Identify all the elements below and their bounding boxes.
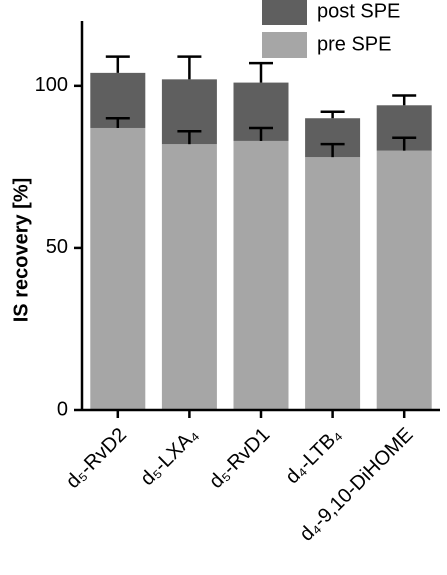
y-tick-label: 100 [35,74,68,96]
x-tick-label: d₅-RvD2 [62,424,131,493]
x-tick-label: d₄-LTB₄ [281,424,346,489]
bar-segment [376,150,432,410]
error-bar [105,55,130,73]
legend-label: post SPE [317,0,400,22]
legend-swatch [262,32,307,58]
legend-label: pre SPE [317,33,391,55]
error-bar [392,136,417,151]
legend-swatch [262,0,307,25]
y-axis-label: IS recovery [%] [10,178,32,323]
error-bar [249,126,273,141]
error-bar [320,110,345,119]
error-bar [177,129,202,145]
error-bar [105,117,130,128]
y-tick-label: 50 [46,236,68,258]
error-bar [177,55,202,80]
error-bar [392,94,417,106]
error-bar [249,61,273,83]
y-tick-label: 0 [57,398,68,420]
bar-segment [161,144,217,410]
error-bar [320,142,345,158]
x-tick-label: d₅-LXA₄ [136,424,202,490]
x-tick-label: d₅-RvD1 [205,424,274,493]
bar-segment [305,157,361,410]
bar-segment [90,127,146,410]
bar-segment [233,140,289,411]
